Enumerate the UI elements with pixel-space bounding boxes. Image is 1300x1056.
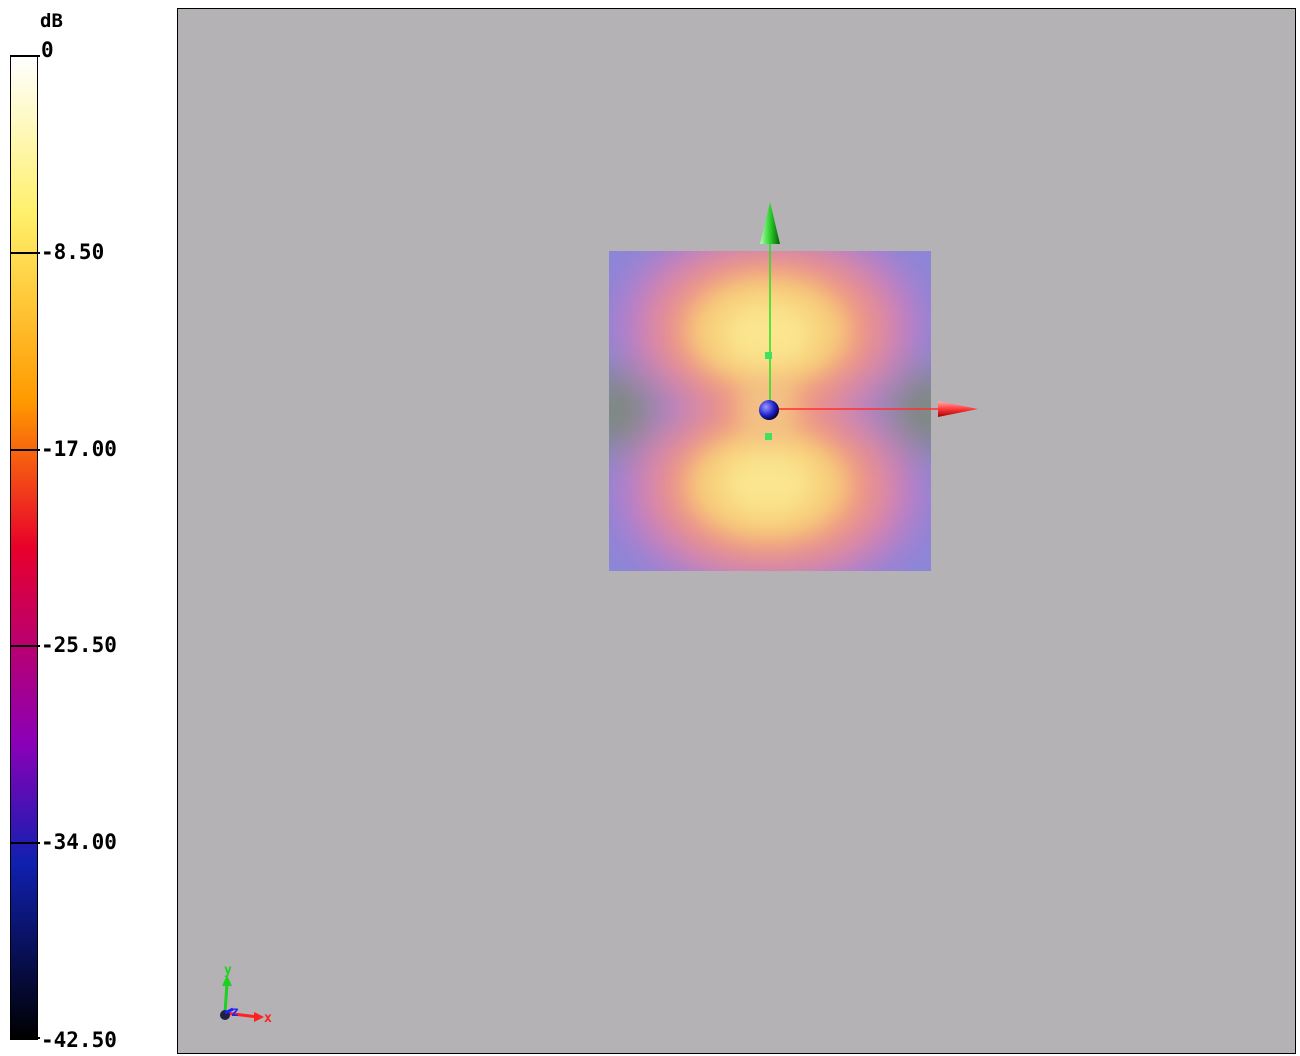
colorbar-tick-label: -8.50 bbox=[41, 239, 105, 264]
field-plane[interactable] bbox=[583, 229, 961, 589]
colorbar-unit-label: dB bbox=[40, 10, 63, 32]
colorbar-tick bbox=[10, 842, 40, 845]
colorbar-tick-label: -25.50 bbox=[41, 633, 117, 658]
triad-x-label: x bbox=[264, 1011, 272, 1026]
scene-canvas[interactable]: x y z bbox=[178, 9, 1296, 1054]
origin-sphere-icon[interactable] bbox=[759, 400, 779, 420]
colorbar-tick bbox=[10, 55, 40, 57]
colorbar-tick-label: 0 bbox=[41, 38, 54, 62]
colorbar-gradient bbox=[10, 56, 38, 1040]
y-handle-lower[interactable] bbox=[765, 433, 772, 440]
colorbar-tick-label: -34.00 bbox=[41, 830, 117, 855]
colorbar-tick bbox=[10, 1037, 40, 1039]
colorbar-tick-label: -42.50 bbox=[41, 1028, 117, 1052]
orientation-triad: x y z bbox=[220, 963, 272, 1026]
colorbar-tick-label: -17.00 bbox=[41, 436, 117, 461]
colorbar-tick bbox=[10, 645, 40, 648]
colorbar-tick bbox=[10, 448, 40, 451]
x-axis-arrow-icon[interactable] bbox=[938, 401, 978, 417]
triad-z-label: z bbox=[231, 1005, 239, 1020]
colorbar-tick bbox=[10, 251, 40, 254]
y-handle-upper[interactable] bbox=[765, 352, 772, 359]
triad-y-label: y bbox=[224, 963, 232, 978]
3d-viewport[interactable]: x y z bbox=[177, 8, 1296, 1054]
y-axis-arrow-icon[interactable] bbox=[760, 202, 780, 244]
transform-manipulator[interactable] bbox=[759, 202, 978, 440]
